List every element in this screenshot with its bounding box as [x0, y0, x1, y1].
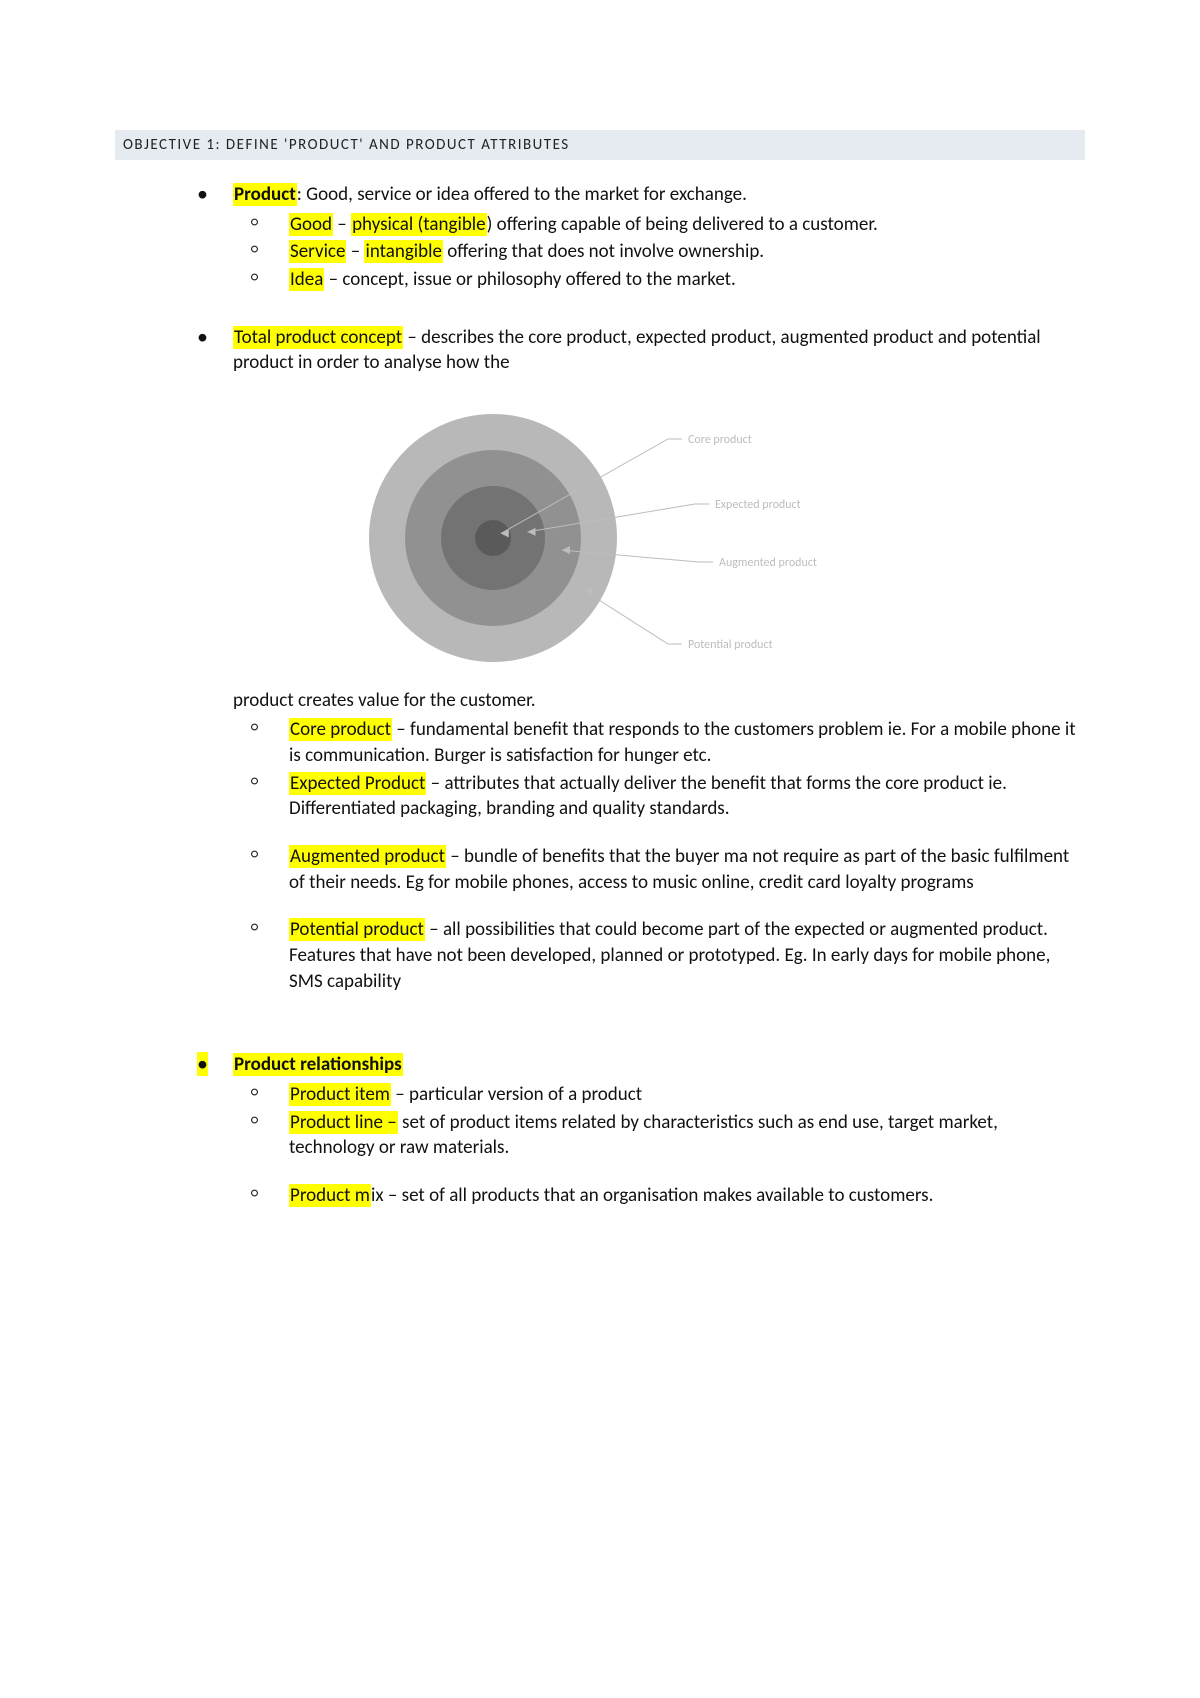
- term-relationships: Product relationships: [233, 1053, 403, 1076]
- total-product-diagram: Core product Expected product Augmented pr…: [233, 388, 1085, 678]
- document-body: Product: Good, service or idea offered t…: [115, 182, 1085, 1208]
- main-list: Product: Good, service or idea offered t…: [185, 182, 1085, 1208]
- term-product-mix: Product m: [289, 1184, 371, 1207]
- list-item-potential: Potential product – all possibilities th…: [233, 917, 1085, 994]
- list-item-core: Core product – fundamental benefit that …: [233, 717, 1085, 768]
- list-item-expected: Expected Product – attributes that actua…: [233, 771, 1085, 822]
- svg-text:Augmented product: Augmented product: [719, 556, 817, 570]
- list-item-product-item: Product item – particular version of a p…: [233, 1082, 1085, 1108]
- list-item-product-mix: Product mix – set of all products that a…: [233, 1183, 1085, 1209]
- list-item-idea: Idea – concept, issue or philosophy offe…: [233, 267, 1085, 293]
- term-product: Product: [233, 183, 297, 206]
- text: offering that does not involve ownership…: [443, 240, 764, 263]
- list-item-product-line: Product line – set of product items rela…: [233, 1110, 1085, 1161]
- hl-intangible: intangible: [364, 240, 442, 263]
- sub-list: Core product – fundamental benefit that …: [233, 717, 1085, 994]
- list-item-relationships: Product relationships Product item – par…: [185, 1052, 1085, 1208]
- list-item-good: Good – physical (tangible) offering capa…: [233, 212, 1085, 238]
- term-potential: Potential product: [289, 918, 425, 941]
- objective-heading: OBJECTIVE 1: DEFINE 'PRODUCT' AND PRODUC…: [115, 130, 1085, 160]
- list-item-total-concept: Total product concept – describes the co…: [185, 325, 1085, 1049]
- svg-text:Core product: Core product: [688, 433, 752, 447]
- document-page: OBJECTIVE 1: DEFINE 'PRODUCT' AND PRODUC…: [0, 0, 1200, 1312]
- sub-list: Product item – particular version of a p…: [233, 1082, 1085, 1209]
- term-service: Service: [289, 240, 346, 263]
- term-augmented: Augmented product: [289, 845, 446, 868]
- text: product creates value for the customer.: [233, 689, 536, 712]
- svg-text:Expected product: Expected product: [715, 498, 801, 512]
- text: – concept, issue or philosophy offered t…: [324, 268, 736, 291]
- text: –: [333, 213, 351, 236]
- term-expected: Expected Product: [289, 772, 426, 795]
- term-idea: Idea: [289, 268, 324, 291]
- text: ix – set of all products that an organis…: [371, 1184, 933, 1207]
- hl-physical: physical (tangible: [351, 213, 487, 236]
- concentric-diagram-svg: Core product Expected product Augmented pr…: [333, 388, 853, 678]
- text: –: [346, 240, 364, 263]
- text: – particular version of a product: [391, 1083, 642, 1106]
- text: ) offering capable of being delivered to…: [487, 213, 878, 236]
- term-core: Core product: [289, 718, 392, 741]
- text: : Good, service or idea offered to the m…: [297, 183, 747, 206]
- sub-list: Good – physical (tangible) offering capa…: [233, 212, 1085, 293]
- term-product-item: Product item: [289, 1083, 391, 1106]
- list-item-service: Service – intangible offering that does …: [233, 239, 1085, 265]
- term-good: Good: [289, 213, 333, 236]
- text: – fundamental benefit that responds to t…: [289, 718, 1076, 767]
- term-total-concept: Total product concept: [233, 326, 403, 349]
- list-item-product: Product: Good, service or idea offered t…: [185, 182, 1085, 321]
- list-item-augmented: Augmented product – bundle of benefits t…: [233, 844, 1085, 895]
- term-product-line: Product line –: [289, 1111, 398, 1134]
- svg-text:Potential product: Potential product: [688, 638, 773, 652]
